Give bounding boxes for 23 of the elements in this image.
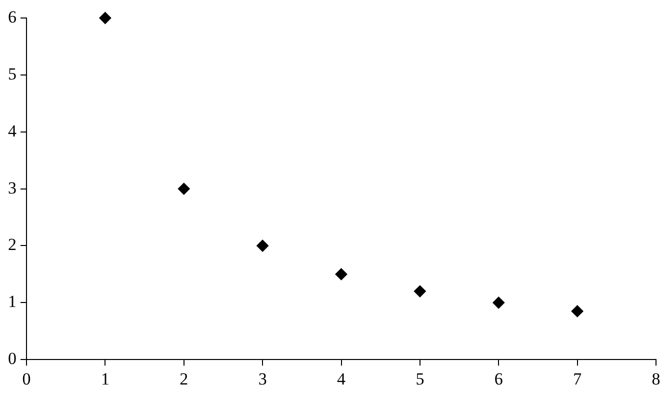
y-tick-label: 4 (8, 121, 17, 140)
point (178, 182, 190, 195)
x-tick-label: 2 (180, 369, 188, 388)
y-tick-label: 0 (8, 349, 16, 368)
y-tick-label: 3 (8, 178, 16, 198)
x-tick-label: 5 (416, 369, 424, 388)
point (99, 12, 112, 24)
x-tick-label: 8 (652, 369, 660, 388)
point (335, 268, 348, 280)
x-tick-label: 1 (100, 369, 110, 388)
x-tick-label: 0 (22, 369, 31, 388)
point (414, 285, 426, 298)
x-tick-label: 6 (494, 369, 503, 388)
x-tick-label: 4 (337, 369, 346, 388)
point (492, 296, 505, 309)
y-tick-label: 5 (8, 64, 16, 84)
y-tick-label: 6 (8, 7, 16, 26)
y-tick-label: 1 (8, 292, 16, 312)
point (571, 305, 584, 318)
y-tick-label: 2 (8, 235, 16, 254)
point (256, 240, 269, 252)
x-tick-label: 3 (258, 369, 267, 388)
x-tick-label: 7 (573, 369, 582, 388)
